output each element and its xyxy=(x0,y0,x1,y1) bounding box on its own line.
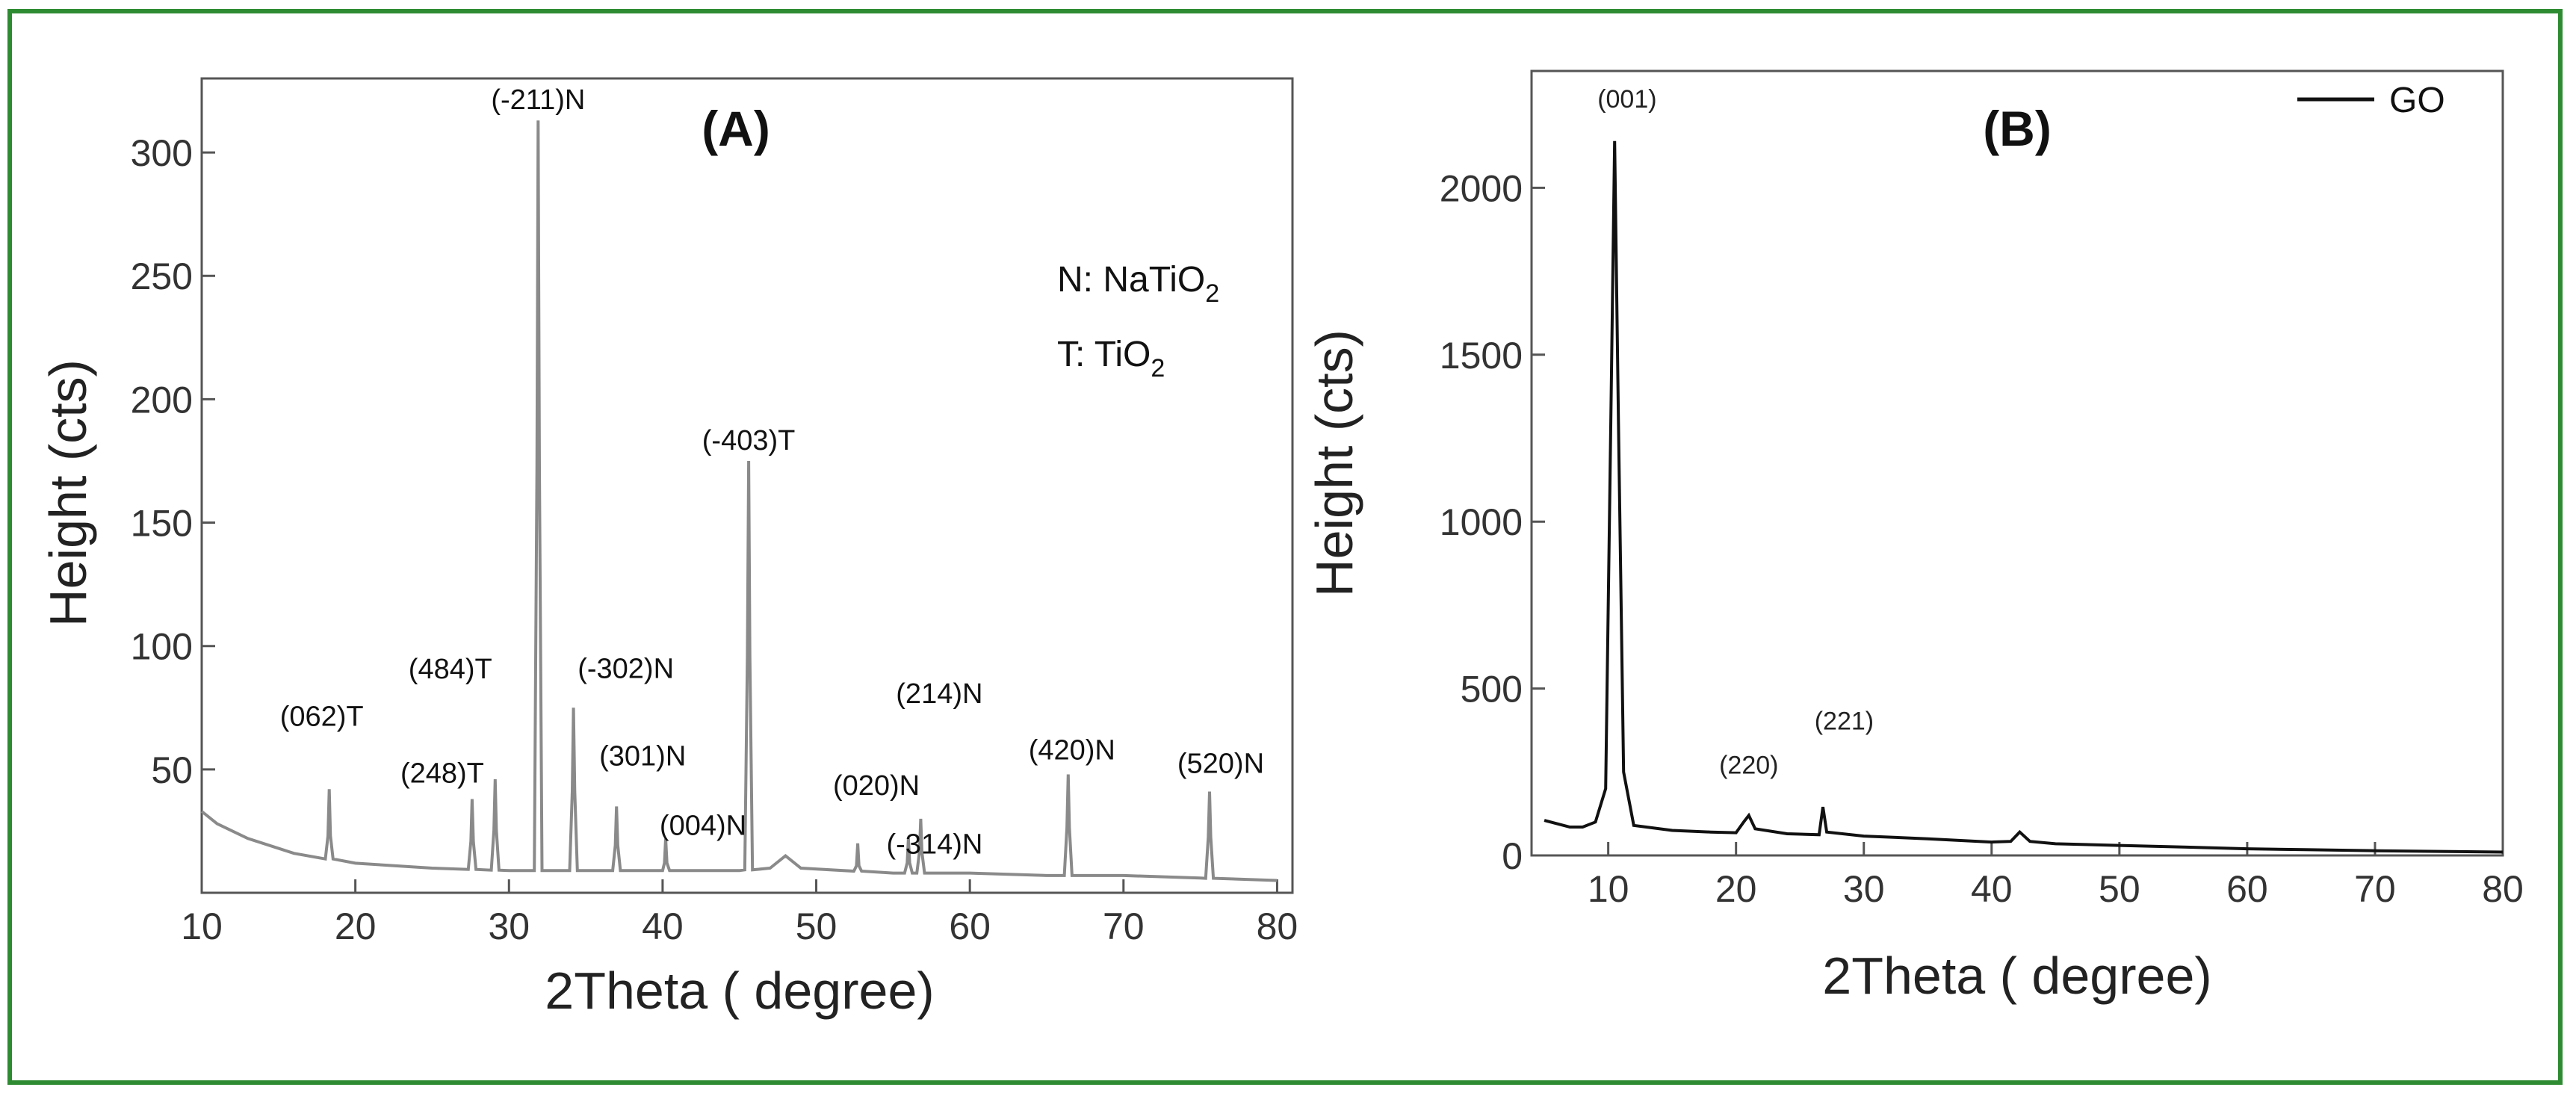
peak-label: (001) xyxy=(1597,85,1656,114)
legend-line-t: T: TiO2 xyxy=(1057,335,1165,383)
figure-frame xyxy=(7,9,2563,1085)
x-tick-label: 30 xyxy=(1843,868,1885,910)
peak-label: (-211)N xyxy=(491,84,585,116)
plot-area-a xyxy=(200,77,1294,894)
y-tick-label: 300 xyxy=(131,132,193,174)
panel-label-b: (B) xyxy=(1983,101,2052,156)
x-tick-label: 80 xyxy=(1257,905,1298,947)
peak-label: (420)N xyxy=(1029,734,1115,766)
x-tick-label: 70 xyxy=(2354,868,2396,910)
x-tick-label: 40 xyxy=(642,905,684,947)
peak-label: (248)T xyxy=(400,758,484,789)
peak-label: (-403)T xyxy=(702,425,796,456)
y-tick-label: 150 xyxy=(131,503,193,545)
chart-panel-a: (A) 2Theta ( degree) Height (cts) N: NaT… xyxy=(39,77,1298,1020)
y-tick-label: 1500 xyxy=(1440,335,1523,377)
x-tick-label: 10 xyxy=(1588,868,1629,910)
peak-label: (-302)N xyxy=(578,653,674,684)
peak-label: (062)T xyxy=(280,701,364,732)
y-tick-label: 100 xyxy=(131,626,193,668)
chart-panel-b: (B) 2Theta ( degree) Height (cts) GO 10 2… xyxy=(1305,69,2524,1005)
legend-line-n: N: NaTiO2 xyxy=(1057,260,1219,308)
y-tick-label: 500 xyxy=(1461,669,1523,710)
x-tick-label: 20 xyxy=(335,905,377,947)
peak-label: (484)T xyxy=(409,654,492,685)
y-tick-label: 50 xyxy=(151,749,193,791)
y-tick-label: 0 xyxy=(1502,835,1523,877)
x-tick-label: 80 xyxy=(2482,868,2524,910)
y-axis-title-b: Height (cts) xyxy=(1305,329,1363,597)
x-axis-title-b: 2Theta ( degree) xyxy=(1822,947,2211,1005)
peak-label: (221) xyxy=(1815,707,1874,735)
y-axis-title-a: Height (cts) xyxy=(39,359,97,627)
peak-label: (020)N xyxy=(833,770,920,802)
y-tick-label: 2000 xyxy=(1440,167,1523,209)
y-tick-label: 1000 xyxy=(1440,501,1523,543)
plot-area-b xyxy=(1530,69,2504,857)
peak-label: (520)N xyxy=(1177,749,1264,780)
x-tick-label: 70 xyxy=(1103,905,1145,947)
peak-label: (-314)N xyxy=(887,829,983,860)
diffraction-trace-a xyxy=(200,120,1278,882)
y-tick-label: 250 xyxy=(131,256,193,297)
diffraction-trace-b xyxy=(1544,140,2504,854)
x-tick-label: 10 xyxy=(181,905,223,947)
peak-label: (220) xyxy=(1719,752,1778,780)
x-tick-label: 50 xyxy=(796,905,837,947)
legend-label-go: GO xyxy=(2389,81,2445,120)
x-tick-label: 30 xyxy=(488,905,530,947)
x-axis-title-a: 2Theta ( degree) xyxy=(545,962,934,1020)
x-tick-label: 20 xyxy=(1715,868,1757,910)
peak-label: (004)N xyxy=(660,810,746,841)
x-tick-label: 50 xyxy=(2099,868,2140,910)
x-tick-label: 60 xyxy=(2226,868,2268,910)
peak-label: (301)N xyxy=(599,740,686,772)
peak-label: (214)N xyxy=(896,678,982,710)
x-tick-label: 60 xyxy=(949,905,991,947)
y-tick-label: 200 xyxy=(131,379,193,421)
panel-label-a: (A) xyxy=(702,101,770,156)
x-tick-label: 40 xyxy=(1971,868,2013,910)
